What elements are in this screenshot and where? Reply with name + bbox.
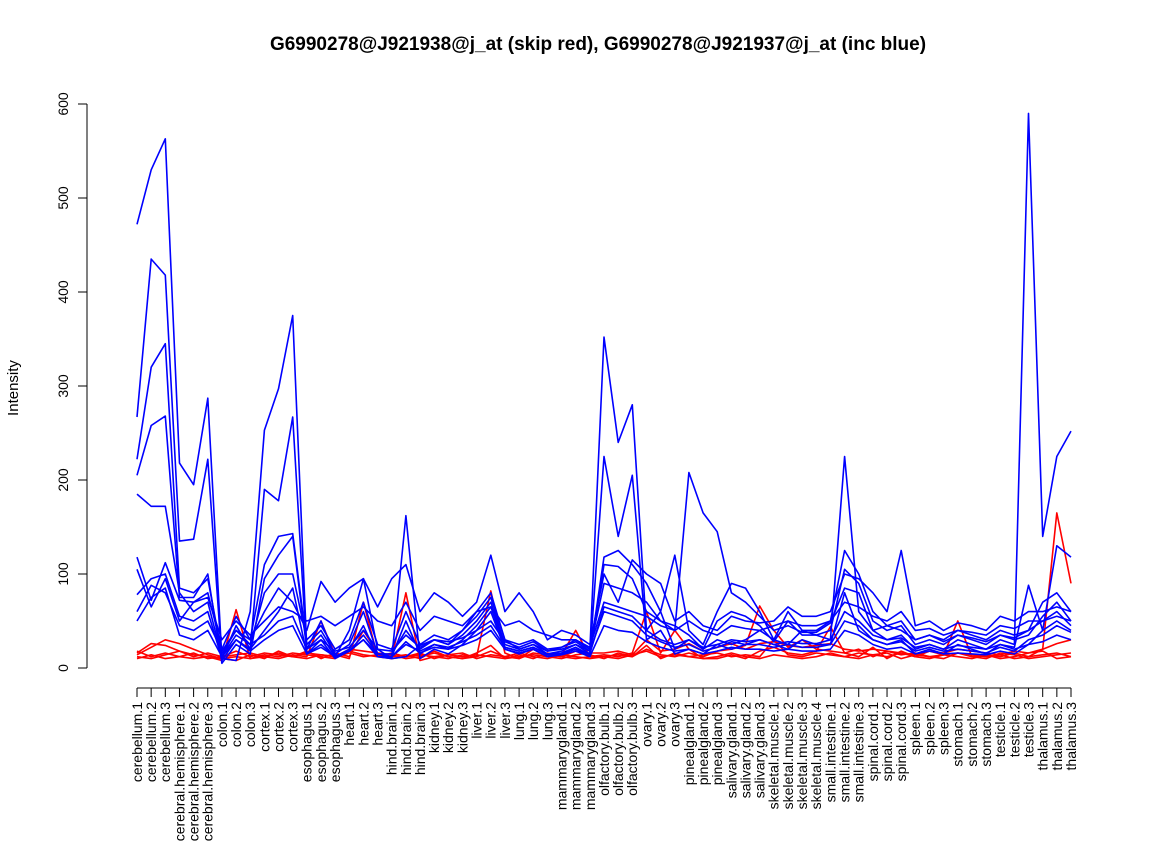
y-tick-label: 400 xyxy=(55,280,71,304)
x-tick-label: spinal.cord.1 xyxy=(865,702,881,782)
x-tick-label: heart.2 xyxy=(355,702,371,746)
x-tick-label: stomach.3 xyxy=(978,702,994,767)
x-tick-label: kidney.3 xyxy=(454,702,470,753)
x-tick-label: lung.2 xyxy=(525,702,541,740)
x-tick-label: cerebellum.2 xyxy=(143,702,159,782)
x-tick-label: skeletal.muscle.1 xyxy=(766,702,782,810)
x-tick-label: stomach.1 xyxy=(950,702,966,767)
x-tick-label: liver.2 xyxy=(483,702,499,739)
x-tick-label: spleen.1 xyxy=(907,702,923,755)
x-tick-label: cortex.1 xyxy=(256,702,272,752)
series-line-13 xyxy=(136,573,1072,660)
x-tick-label: spinal.cord.3 xyxy=(893,702,909,782)
x-tick-label: cerebral.hemisphere.3 xyxy=(200,702,216,842)
chart-title: G6990278@J921938@j_at (skip red), G69902… xyxy=(270,34,926,55)
x-tick-label: small.intestine.2 xyxy=(836,702,852,803)
x-tick-label: spleen.3 xyxy=(936,702,952,755)
y-tick-label: 100 xyxy=(55,562,71,586)
x-tick-label: olfactory.bulb.3 xyxy=(624,702,640,796)
x-tick-label: cerebellum.3 xyxy=(157,702,173,782)
x-tick-label: heart.3 xyxy=(369,702,385,746)
x-tick-label: liver.3 xyxy=(497,702,513,739)
x-tick-label: kidney.1 xyxy=(426,702,442,753)
x-tick-label: esophagus.3 xyxy=(327,702,343,782)
x-tick-label: salivary.gland.1 xyxy=(723,702,739,798)
x-tick-label: small.intestine.3 xyxy=(851,702,867,803)
x-tick-label: small.intestine.1 xyxy=(822,702,838,803)
x-tick-label: skeletal.muscle.2 xyxy=(780,702,796,810)
series-line-14 xyxy=(136,584,1072,654)
y-tick-label: 300 xyxy=(55,374,71,398)
x-tick-label: testicle.3 xyxy=(1020,702,1036,757)
x-tick-label: mammarygland.1 xyxy=(553,702,569,810)
x-tick-label: ovary.2 xyxy=(653,702,669,747)
x-axis: cerebellum.1cerebellum.2cerebellum.3cere… xyxy=(129,687,1079,842)
y-tick-label: 600 xyxy=(55,92,71,116)
series-line-5 xyxy=(136,642,1072,662)
x-tick-label: skeletal.muscle.3 xyxy=(794,702,810,810)
x-tick-label: skeletal.muscle.4 xyxy=(808,702,824,810)
x-tick-label: cerebral.hemisphere.2 xyxy=(186,702,202,842)
x-tick-label: olfactory.bulb.2 xyxy=(610,702,626,796)
x-tick-label: testicle.2 xyxy=(1006,702,1022,757)
series-line-6 xyxy=(136,112,1072,662)
y-tick-label: 0 xyxy=(55,664,71,672)
x-tick-label: testicle.1 xyxy=(992,702,1008,757)
x-tick-label: thalamus.1 xyxy=(1035,702,1051,771)
series-line-15 xyxy=(136,587,1072,658)
series-line-12 xyxy=(136,569,1072,649)
y-axis-label: Intensity xyxy=(5,360,22,416)
y-tick-label: 500 xyxy=(55,186,71,210)
x-tick-label: salivary.gland.3 xyxy=(752,702,768,798)
x-tick-label: spinal.cord.2 xyxy=(879,702,895,782)
x-tick-label: kidney.2 xyxy=(440,702,456,753)
x-tick-label: heart.1 xyxy=(341,702,357,746)
series-line-9 xyxy=(136,415,1072,665)
x-tick-label: stomach.2 xyxy=(964,702,980,767)
series-layer xyxy=(136,112,1072,665)
y-tick-label: 200 xyxy=(55,468,71,492)
x-tick-label: ovary.1 xyxy=(638,702,654,747)
x-tick-label: mammarygland.2 xyxy=(568,702,584,810)
x-tick-label: pinealgland.3 xyxy=(709,702,725,786)
x-tick-label: colon.2 xyxy=(228,702,244,747)
x-tick-label: hind.brain.2 xyxy=(398,702,414,775)
x-tick-label: liver.1 xyxy=(469,702,485,739)
series-line-11 xyxy=(136,549,1072,651)
x-tick-label: lung.1 xyxy=(511,702,527,740)
x-tick-label: salivary.gland.2 xyxy=(737,702,753,798)
x-tick-label: colon.1 xyxy=(214,702,230,747)
x-tick-label: cortex.2 xyxy=(270,702,286,752)
series-line-10 xyxy=(136,471,1072,658)
x-tick-label: spleen.2 xyxy=(921,702,937,755)
x-tick-label: hind.brain.3 xyxy=(412,702,428,775)
x-tick-label: thalamus.3 xyxy=(1063,702,1079,771)
x-tick-label: lung.3 xyxy=(539,702,555,740)
x-tick-label: cerebral.hemisphere.1 xyxy=(171,702,187,842)
y-axis: 0 100 200 300 400 500 600 xyxy=(55,92,88,672)
x-tick-label: hind.brain.1 xyxy=(384,702,400,775)
x-tick-label: esophagus.2 xyxy=(313,702,329,782)
x-tick-label: cortex.3 xyxy=(285,702,301,752)
x-tick-label: ovary.3 xyxy=(667,702,683,747)
series-line-7 xyxy=(136,258,1072,662)
x-tick-label: colon.3 xyxy=(242,702,258,747)
x-tick-label: esophagus.1 xyxy=(299,702,315,782)
x-tick-label: mammarygland.3 xyxy=(582,702,598,810)
x-tick-label: olfactory.bulb.1 xyxy=(596,702,612,796)
x-tick-label: cerebellum.1 xyxy=(129,702,145,782)
x-tick-label: thalamus.2 xyxy=(1049,702,1065,771)
x-tick-label: pinealgland.2 xyxy=(695,702,711,786)
x-tick-label: pinealgland.1 xyxy=(681,702,697,786)
